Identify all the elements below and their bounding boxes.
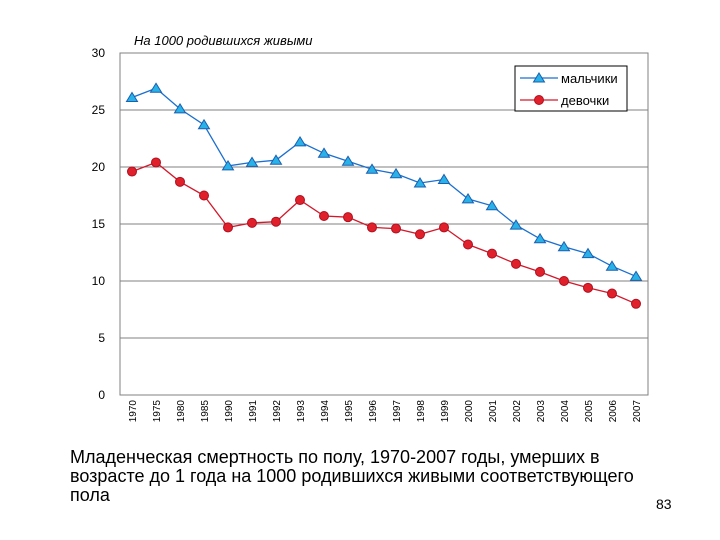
data-point-girls [319, 211, 329, 222]
x-tick-label: 1990 [224, 400, 235, 423]
data-point-boys [293, 135, 307, 147]
legend-label-girls: девочки [561, 93, 609, 108]
x-tick-label: 1999 [440, 400, 451, 423]
data-point-girls [391, 223, 401, 234]
data-point-boys [365, 163, 379, 174]
legend-label-boys: мальчики [561, 71, 618, 86]
data-point-girls [151, 157, 161, 168]
data-point-girls [583, 282, 593, 293]
data-point-boys [245, 156, 259, 167]
y-axis-ticks: 0 5 10 15 20 25 30 [92, 46, 106, 402]
data-point-boys [605, 260, 619, 271]
data-point-boys [437, 173, 451, 184]
x-tick-label: 2000 [464, 400, 475, 423]
data-point-boys [629, 270, 643, 281]
infant-mortality-chart: 0 5 10 15 20 25 30 1970 1975 1980 1985 1990 1991 199… [92, 33, 649, 423]
data-point-boys [221, 159, 235, 171]
data-point-boys [581, 247, 595, 259]
data-point-girls [199, 190, 209, 201]
x-tick-label: 2003 [536, 400, 547, 423]
data-point-boys [485, 199, 499, 211]
x-tick-label: 1996 [368, 400, 379, 423]
x-tick-label: 1997 [392, 400, 403, 423]
y-tick-label: 5 [98, 331, 105, 345]
x-tick-label: 1993 [296, 400, 307, 423]
data-point-boys [413, 177, 427, 188]
y-tick-label: 25 [92, 103, 106, 117]
data-point-girls [487, 248, 497, 259]
data-point-girls [343, 212, 353, 223]
x-tick-label: 2006 [608, 400, 619, 423]
y-tick-label: 10 [92, 274, 106, 288]
x-tick-label: 1994 [320, 400, 331, 423]
data-point-girls [511, 258, 521, 269]
data-point-girls [175, 176, 185, 187]
legend-box [514, 65, 628, 112]
legend-marker-girls-icon [534, 95, 544, 105]
x-tick-label: 1991 [248, 400, 259, 423]
y-tick-label: 0 [98, 388, 105, 402]
x-tick-label: 2005 [584, 400, 595, 423]
series-line-girls [131, 161, 637, 305]
x-tick-label: 1980 [176, 400, 187, 423]
data-point-boys [149, 82, 163, 93]
grid-lines [120, 109, 648, 339]
data-point-girls [127, 166, 137, 177]
x-tick-label: 2002 [512, 400, 523, 423]
x-tick-label: 2007 [632, 400, 643, 423]
x-tick-label: 1970 [128, 400, 139, 423]
data-point-boys [197, 118, 211, 130]
page-number: 83 [656, 496, 672, 512]
chart-caption: Младенческая смертность по полу, 1970-20… [70, 447, 634, 505]
data-point-girls [439, 222, 449, 233]
x-tick-label: 2001 [488, 400, 499, 423]
legend: мальчики девочки [514, 65, 628, 112]
data-point-boys [461, 192, 475, 204]
x-tick-label: 2004 [560, 400, 571, 423]
data-point-girls [271, 216, 281, 227]
data-point-girls [535, 266, 545, 277]
data-point-boys [173, 102, 187, 114]
y-tick-label: 20 [92, 160, 106, 174]
data-point-girls [415, 229, 425, 240]
data-point-girls [223, 222, 233, 233]
series-layer [125, 82, 643, 309]
data-point-girls [247, 217, 257, 228]
x-tick-label: 1995 [344, 400, 355, 423]
x-axis-ticks: 1970 1975 1980 1985 1990 1991 1992 1993 1994 1995… [128, 400, 643, 423]
y-tick-label: 15 [92, 217, 106, 231]
unit-label: На 1000 родившихся живыми [134, 33, 313, 48]
data-point-girls [295, 195, 305, 206]
x-tick-label: 1998 [416, 400, 427, 423]
data-point-boys [389, 167, 403, 179]
data-point-boys [533, 232, 547, 244]
y-tick-label: 30 [92, 46, 106, 60]
data-point-boys [341, 155, 355, 166]
x-tick-label: 1975 [152, 400, 163, 423]
data-point-girls [631, 298, 641, 309]
data-point-boys [125, 91, 139, 102]
data-point-boys [317, 147, 331, 158]
x-tick-label: 1985 [200, 400, 211, 423]
x-tick-label: 1992 [272, 400, 283, 423]
data-point-boys [509, 219, 523, 230]
legend-marker-boys-icon [532, 72, 546, 83]
data-point-girls [463, 239, 473, 250]
series-line-boys [131, 87, 637, 277]
data-point-girls [559, 276, 569, 286]
data-point-girls [367, 222, 377, 233]
data-point-boys [557, 240, 571, 252]
data-point-girls [607, 288, 617, 299]
data-point-boys [269, 154, 283, 165]
